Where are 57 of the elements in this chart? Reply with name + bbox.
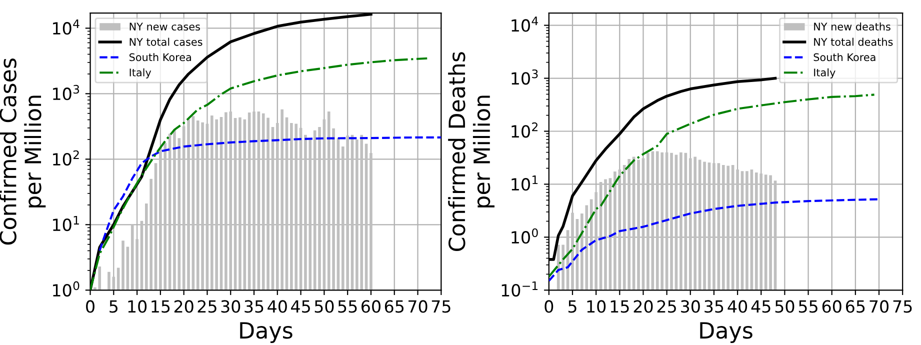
x-tick-label: 25 bbox=[657, 300, 676, 313]
y-tick-label: 10$^{1}$ bbox=[512, 176, 538, 191]
y-tick-label: 10$^{2}$ bbox=[512, 122, 538, 138]
x-tick-label: 65 bbox=[846, 300, 865, 313]
x-tick-label: 20 bbox=[634, 300, 653, 313]
x-tick-label: 45 bbox=[751, 300, 770, 313]
x-axis-title: Days bbox=[240, 322, 292, 344]
x-tick-label: 75 bbox=[893, 300, 912, 313]
x-tick-label: 60 bbox=[362, 300, 380, 313]
y-tick-label: 10$^{0}$ bbox=[512, 228, 538, 244]
y-tick-label: 10$^{−1}$ bbox=[502, 281, 538, 297]
legend-label: NY new cases bbox=[130, 22, 200, 31]
x-tick-label: 0 bbox=[544, 300, 554, 313]
line-series bbox=[548, 198, 880, 282]
x-axis-title: Days bbox=[700, 322, 752, 344]
legend-label: NY total cases bbox=[130, 38, 202, 46]
y-tick-label: 10$^{2}$ bbox=[53, 150, 79, 166]
x-tick-label: 15 bbox=[152, 300, 170, 313]
x-tick-label: 60 bbox=[822, 300, 842, 313]
legend-label: Italy bbox=[814, 68, 836, 78]
x-tick-label: 0 bbox=[86, 300, 94, 313]
line-series bbox=[98, 136, 442, 252]
legend-label: NY total deaths bbox=[814, 38, 893, 46]
x-tick-label: 55 bbox=[338, 300, 357, 313]
y-axis-title: Confirmed Deaths per Million bbox=[448, 52, 494, 251]
x-tick-label: 75 bbox=[432, 300, 450, 313]
x-tick-label: 35 bbox=[704, 300, 724, 313]
x-tick-label: 30 bbox=[221, 300, 240, 313]
x-tick-label: 70 bbox=[408, 300, 428, 313]
legend-label: Italy bbox=[130, 68, 152, 78]
y-tick-label: 10$^{0}$ bbox=[53, 281, 80, 297]
x-tick-label: 5 bbox=[110, 300, 118, 313]
legend-label: South Korea bbox=[814, 53, 876, 62]
x-tick-label: 35 bbox=[244, 300, 264, 313]
x-tick-label: 30 bbox=[681, 300, 700, 313]
x-tick-label: 40 bbox=[268, 300, 287, 313]
x-tick-label: 10 bbox=[587, 300, 606, 313]
x-tick-label: 50 bbox=[314, 300, 334, 313]
x-tick-label: 45 bbox=[291, 300, 310, 313]
x-tick-label: 10 bbox=[128, 300, 147, 313]
x-tick-label: 40 bbox=[728, 300, 748, 313]
y-tick-label: 10$^{4}$ bbox=[53, 20, 80, 35]
y-tick-label: 10$^{3}$ bbox=[53, 84, 80, 100]
x-tick-label: 15 bbox=[610, 300, 629, 313]
x-tick-label: 55 bbox=[798, 300, 818, 313]
y-tick-label: 10$^{1}$ bbox=[53, 216, 79, 232]
x-tick-label: 65 bbox=[384, 300, 404, 313]
y-tick-label: 10$^{4}$ bbox=[512, 16, 538, 32]
line-series bbox=[548, 94, 876, 278]
x-tick-label: 5 bbox=[568, 300, 576, 313]
x-tick-label: 70 bbox=[870, 300, 888, 313]
y-tick-label: 10$^{3}$ bbox=[512, 69, 538, 85]
x-tick-label: 50 bbox=[775, 300, 794, 313]
legend-label: South Korea bbox=[129, 53, 191, 62]
legend-label: NY new deaths bbox=[814, 22, 890, 31]
x-tick-label: 20 bbox=[174, 300, 194, 313]
x-tick-label: 25 bbox=[198, 300, 216, 313]
